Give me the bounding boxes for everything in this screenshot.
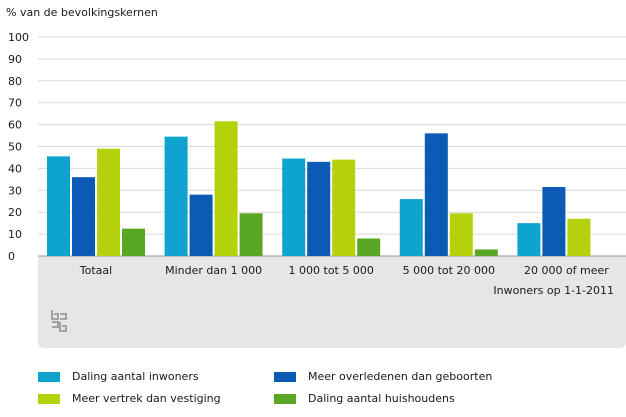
bar [189,194,213,256]
bar [567,218,591,256]
bar [47,156,70,256]
y-tick-label: 80 [8,75,22,88]
cbs-logo-icon [51,310,67,332]
bar [282,158,306,256]
legend: Daling aantal inwoners Meer overledenen … [38,370,598,410]
legend-swatch [274,393,296,404]
bar [239,213,263,256]
legend-item-daling-inwoners: Daling aantal inwoners [38,370,199,383]
bar [399,199,423,256]
x-tick-label: 5 000 tot 20 000 [403,264,495,277]
legend-swatch [38,393,60,404]
bar [474,249,498,256]
legend-label: Meer vertrek dan vestiging [72,392,221,405]
y-tick-label: 40 [8,162,22,175]
x-tick-label: 20 000 of meer [524,264,609,277]
y-tick-label: 70 [8,97,22,110]
bar [214,121,238,256]
y-tick-label: 60 [8,119,22,132]
legend-item-meer-overledenen: Meer overledenen dan geboorten [274,370,492,383]
y-tick-label: 90 [8,53,22,66]
x-tick-label: Minder dan 1 000 [165,264,262,277]
legend-swatch [274,371,296,382]
bar [424,133,448,256]
legend-label: Daling aantal huishoudens [308,392,455,405]
y-tick-label: 100 [8,31,29,44]
bar [122,228,145,256]
x-axis-title: Inwoners op 1-1-2011 [493,284,614,297]
y-tick-label: 50 [8,141,22,154]
legend-item-meer-vertrek: Meer vertrek dan vestiging [38,392,221,405]
bar [517,223,541,256]
chart-panel-background [38,256,626,348]
bar [164,136,188,256]
bar [332,159,356,256]
y-tick-label: 0 [8,250,15,263]
bar [72,177,95,256]
legend-label: Daling aantal inwoners [72,370,199,383]
bar [97,148,120,256]
y-tick-label: 10 [8,228,22,241]
y-tick-label: 20 [8,206,22,219]
legend-swatch [38,371,60,382]
bar-chart: 0 10 20 30 40 50 60 70 80 90 100 Totaal Minder dan 1… [8,31,626,277]
bar [542,187,566,256]
y-tick-label: 30 [8,184,22,197]
x-tick-label: 1 000 tot 5 000 [289,264,374,277]
bar [307,161,331,256]
legend-item-daling-huishoudens: Daling aantal huishoudens [274,392,455,405]
bar [357,238,381,256]
bar [449,213,473,256]
legend-label: Meer overledenen dan geboorten [308,370,493,383]
y-axis-title: % van de bevolkingskernen [6,6,158,19]
x-tick-label: Totaal [79,264,112,277]
